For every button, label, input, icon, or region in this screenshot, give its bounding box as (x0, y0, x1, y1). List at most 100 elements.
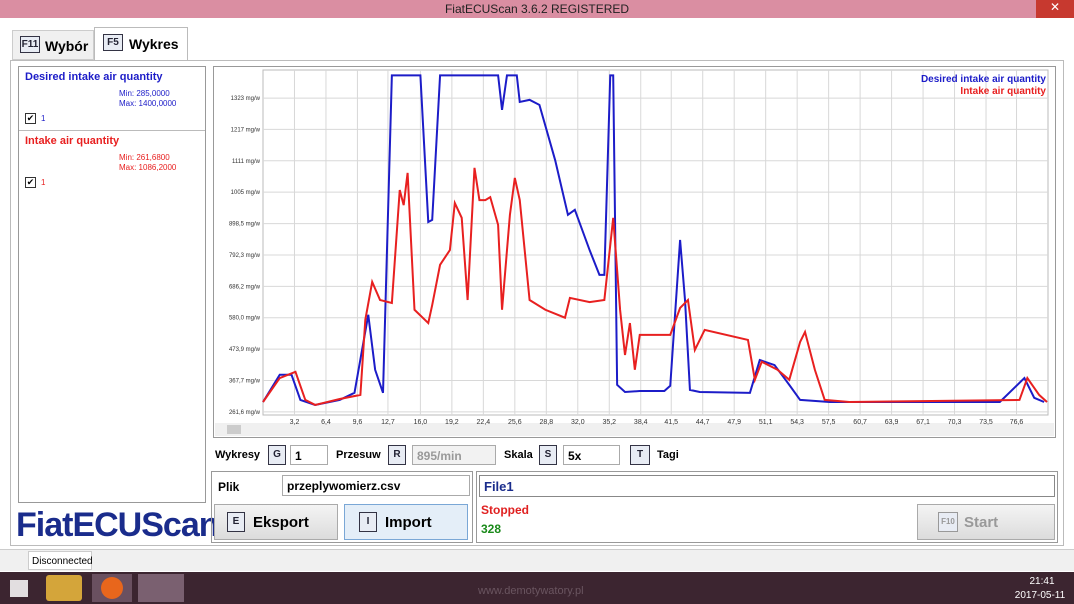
legend-entry: Intake air quantity (960, 86, 1046, 97)
series-name: Intake air quantity (25, 135, 120, 147)
control-label: Przesuw (336, 449, 381, 461)
y-tick-label: 261,6 mg/w (229, 410, 261, 416)
file-name: przeplywomierz.csv (287, 479, 401, 493)
start-icon[interactable] (10, 580, 28, 597)
x-tick-label: 19,2 (445, 419, 459, 426)
file-box: Plik przeplywomierz.csv E Eksport I Impo… (211, 471, 473, 543)
session-box: File1 Stopped 328 F10 Start (476, 471, 1058, 543)
x-tick-label: 57,5 (822, 419, 836, 426)
key: I (359, 512, 377, 532)
chart: 261,6 mg/w 367,7 mg/w 473,9 mg/w 580,0 mg/w… (213, 66, 1056, 438)
x-tick-label: 54,3 (790, 419, 804, 426)
series-checkbox[interactable]: ✔ (25, 177, 36, 188)
x-tick-label: 60,7 (853, 419, 867, 426)
session-count: 328 (481, 522, 502, 536)
x-tick-label: 16,0 (414, 419, 428, 426)
plot-area (262, 69, 1049, 416)
button-label: Import (385, 514, 432, 531)
select: 895/min (412, 445, 496, 465)
x-tick-label: 63,9 (885, 419, 899, 426)
start-button[interactable]: F10 Start (917, 504, 1055, 540)
clock-time: 21:41 (1029, 576, 1055, 587)
y-tick-label: 1323 mg/w (231, 96, 261, 102)
x-tick-label: 9,6 (353, 419, 363, 426)
series-min: Min: 285,0000 (119, 89, 170, 98)
x-tick-label: 28,8 (539, 419, 553, 426)
legend-entry: Desired intake air quantity (921, 74, 1046, 85)
x-tick-label: 35,2 (602, 419, 616, 426)
scrollbar[interactable] (215, 423, 1054, 436)
x-tick-label: 22,4 (477, 419, 491, 426)
x-tick-label: 3,2 (290, 419, 300, 426)
y-tick-label: 1005 mg/w (231, 190, 261, 196)
tab-active[interactable]: F5 Wykres (94, 27, 188, 61)
x-tick-label: 73,5 (979, 419, 993, 426)
title-bar: FiatECUScan 3.6.2 REGISTERED ✕ (0, 0, 1074, 18)
connection-status: Disconnected (28, 551, 93, 570)
tab[interactable]: F11 Wybór (12, 30, 94, 60)
select-value: 895/min (417, 449, 462, 463)
separator (19, 130, 205, 131)
key: R (388, 445, 406, 465)
file-select[interactable]: przeplywomierz.csv (282, 475, 470, 496)
app-icon[interactable] (92, 574, 132, 602)
select-value: 5x (568, 449, 582, 463)
control-label: Tagi (657, 449, 679, 461)
x-tick-label: 6,4 (321, 419, 331, 426)
key[interactable]: T (630, 445, 650, 465)
watermark: www.demotywatory.pl (478, 585, 584, 597)
x-tick-label: 41,5 (664, 419, 678, 426)
y-tick-label: 1217 mg/w (231, 127, 261, 133)
export-button[interactable]: E Eksport (214, 504, 338, 540)
logo: FiatECUScan (16, 506, 219, 544)
y-tick-label: 898,5 mg/w (229, 222, 261, 228)
control-label: Wykresy (215, 449, 261, 461)
series-line (262, 74, 1045, 406)
button-label: Start (964, 514, 999, 531)
y-tick-label: 1111 mg/w (232, 159, 261, 165)
taskbar: www.demotywatory.pl 21:41 2017-05-11 (0, 572, 1074, 604)
x-tick-label: 76,6 (1010, 419, 1024, 426)
y-tick-label: 792,3 mg/w (229, 253, 261, 259)
session-name: File1 (479, 475, 1055, 497)
x-tick-label: 47,9 (727, 419, 741, 426)
content-frame (10, 60, 1064, 546)
y-tick-label: 686,2 mg/w (229, 284, 261, 290)
tab-label: Wybór (45, 38, 89, 54)
x-tick-label: 44,7 (696, 419, 710, 426)
series-checkbox[interactable]: ✔ (25, 113, 36, 124)
series-panel: Desired intake air quantity Min: 285,0000… (18, 66, 206, 503)
key: F10 (938, 512, 958, 532)
checkbox-label: 1 (41, 178, 46, 187)
select[interactable]: 5x (563, 445, 620, 465)
x-tick-label: 38,4 (634, 419, 648, 426)
app-icon[interactable] (138, 574, 184, 602)
x-tick-label: 67,1 (916, 419, 930, 426)
app-icon[interactable] (46, 575, 82, 601)
window-title: FiatECUScan 3.6.2 REGISTERED (444, 2, 630, 16)
file-label: Plik (218, 480, 240, 494)
import-button[interactable]: I Import (344, 504, 468, 540)
tab-label: Wykres (129, 36, 179, 52)
y-tick-label: 367,7 mg/w (229, 379, 261, 385)
tab-key: F5 (103, 34, 123, 51)
session-status: Stopped (481, 503, 529, 517)
x-tick-label: 25,6 (508, 419, 522, 426)
series-line (262, 167, 1048, 407)
y-tick-label: 473,9 mg/w (229, 347, 261, 353)
series-min: Min: 261,6800 (119, 153, 170, 162)
x-tick-label: 12,7 (381, 419, 395, 426)
key: G (268, 445, 286, 465)
x-tick-label: 70,3 (948, 419, 962, 426)
close-button[interactable]: ✕ (1036, 0, 1074, 18)
x-tick-label: 51,1 (759, 419, 773, 426)
control-label: Skala (504, 449, 533, 461)
x-tick-label: 32,0 (571, 419, 585, 426)
clock-date: 2017-05-11 (1014, 590, 1066, 601)
checkbox-label: 1 (41, 114, 46, 123)
key: S (539, 445, 557, 465)
status-bar: Disconnected (0, 549, 1074, 571)
scroll-thumb[interactable] (227, 425, 241, 434)
select[interactable]: 1 (290, 445, 328, 465)
